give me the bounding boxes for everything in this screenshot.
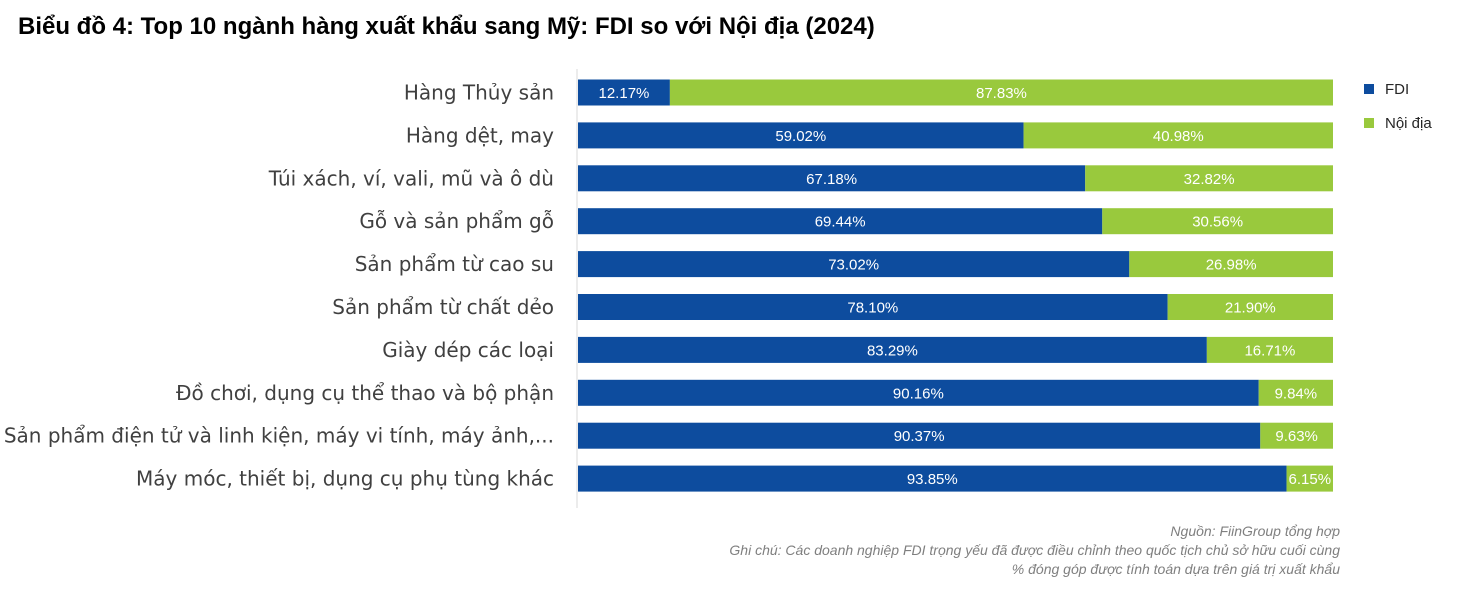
category-label: Túi xách, ví, vali, mũ và ô dù	[268, 166, 554, 190]
chart-notes: Nguồn: FiinGroup tổng hợp Ghi chú: Các d…	[729, 522, 1340, 579]
chart-title: Biểu đồ 4: Top 10 ngành hàng xuất khẩu s…	[18, 13, 875, 40]
domestic-value-label: 87.83%	[976, 85, 1027, 102]
domestic-bar	[1085, 165, 1333, 192]
category-label: Đồ chơi, dụng cụ thể thao và bộ phận	[176, 381, 554, 405]
fdi-value-label: 12.17%	[599, 85, 650, 102]
domestic-bar	[1206, 336, 1333, 363]
domestic-value-label: 32.82%	[1184, 171, 1235, 188]
domestic-value-label: 9.63%	[1275, 428, 1318, 445]
category-label: Hàng Thủy sản	[404, 81, 554, 105]
fdi-value-label: 69.44%	[815, 214, 866, 231]
fdi-value-label: 90.37%	[894, 428, 945, 445]
legend-label-domestic: Nội địa	[1385, 115, 1432, 132]
fdi-bar	[578, 122, 1024, 149]
fdi-bar	[578, 165, 1086, 192]
category-label: Máy móc, thiết bị, dụng cụ phụ tùng khác	[136, 467, 554, 491]
domestic-bar	[1167, 294, 1333, 320]
fdi-bar	[578, 379, 1259, 406]
domestic-bar	[1260, 422, 1333, 449]
legend-swatch-domestic	[1364, 118, 1374, 128]
category-label: Sản phẩm điện tử và linh kiện, máy vi tí…	[4, 424, 554, 448]
calculation-note: % đóng góp được tính toán dựa trên giá t…	[1011, 561, 1340, 577]
domestic-value-label: 40.98%	[1153, 128, 1204, 145]
domestic-bar	[1286, 465, 1333, 492]
domestic-value-label: 21.90%	[1225, 300, 1276, 317]
domestic-bar	[1102, 208, 1333, 235]
domestic-value-label: 6.15%	[1289, 471, 1332, 488]
fdi-value-label: 93.85%	[907, 471, 958, 488]
fdi-bar	[578, 465, 1287, 492]
source-note: Nguồn: FiinGroup tổng hợp	[1170, 523, 1340, 539]
fdi-bar	[578, 294, 1168, 320]
fdi-bar	[578, 336, 1207, 363]
category-label: Sản phẩm từ chất dẻo	[332, 295, 554, 319]
fdi-bar	[578, 79, 670, 106]
domestic-value-label: 9.84%	[1275, 385, 1318, 402]
domestic-bar	[1023, 122, 1333, 149]
domestic-bar	[1129, 251, 1333, 278]
category-label: Sản phẩm từ cao su	[355, 252, 554, 276]
category-label: Hàng dệt, may	[406, 123, 554, 147]
fdi-value-label: 78.10%	[847, 300, 898, 317]
fdi-bar	[578, 208, 1103, 235]
legend-label-fdi: FDI	[1385, 81, 1409, 98]
fdi-value-label: 83.29%	[867, 342, 918, 359]
fdi-value-label: 59.02%	[775, 128, 826, 145]
fdi-bar	[578, 422, 1261, 449]
domestic-bar	[669, 79, 1333, 106]
legend-swatch-fdi	[1364, 84, 1374, 94]
fdi-bar	[578, 251, 1130, 278]
fdi-value-label: 90.16%	[893, 385, 944, 402]
methodology-note: Ghi chú: Các doanh nghiệp FDI trọng yếu …	[729, 542, 1340, 558]
domestic-value-label: 16.71%	[1244, 342, 1295, 359]
domestic-value-label: 30.56%	[1192, 214, 1243, 231]
category-label: Gỗ và sản phẩm gỗ	[359, 209, 554, 233]
domestic-value-label: 26.98%	[1206, 257, 1257, 274]
fdi-value-label: 67.18%	[806, 171, 857, 188]
fdi-value-label: 73.02%	[828, 257, 879, 274]
category-label: Giày dép các loại	[382, 338, 554, 362]
domestic-bar	[1258, 379, 1333, 406]
